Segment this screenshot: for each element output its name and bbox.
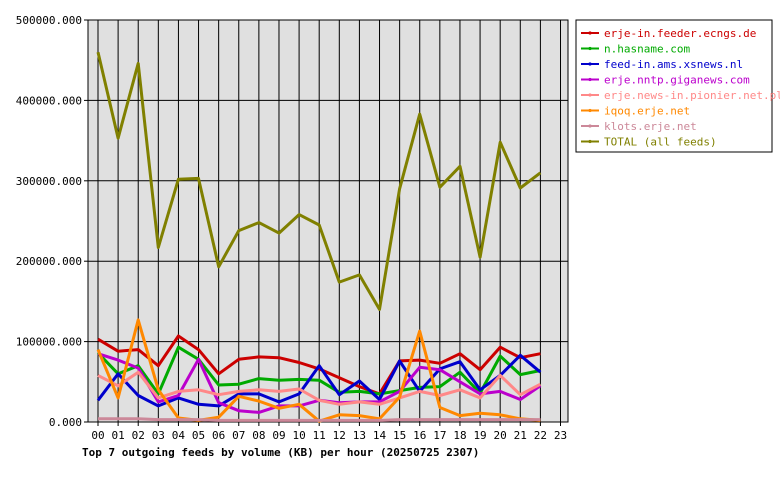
x-tick-label: 07 xyxy=(232,429,245,442)
x-tick-label: 03 xyxy=(152,429,165,442)
x-tick-label: 17 xyxy=(433,429,446,442)
x-tick-label: 16 xyxy=(413,429,426,442)
legend-marker xyxy=(588,62,592,66)
x-tick-label: 15 xyxy=(393,429,406,442)
x-tick-label: 18 xyxy=(453,429,466,442)
legend-entry: TOTAL (all feeds) xyxy=(604,136,717,149)
y-tick-label: 400000.000 xyxy=(16,94,82,107)
legend-marker xyxy=(588,93,592,97)
legend-entry: klots.erje.net xyxy=(604,120,697,133)
legend: erje-in.feeder.ecngs.de n.hasname.com feed… xyxy=(575,19,780,153)
x-axis: 00 01 02 03 04 05 06 07 08 09 10 11 12 13 14 15 16 17 18 19… xyxy=(91,422,567,442)
x-tick-label: 02 xyxy=(132,429,145,442)
legend-entry: iqoq.erje.net xyxy=(604,105,690,118)
legend-entry: erje.news-in.pionier.net.pl xyxy=(604,89,780,102)
series-line-3 xyxy=(96,353,542,408)
y-tick-label: 500000.000 xyxy=(16,14,82,27)
x-tick-label: 14 xyxy=(373,429,387,442)
legend-marker xyxy=(588,31,592,35)
x-tick-label: 05 xyxy=(192,429,205,442)
legend-marker xyxy=(588,139,592,144)
x-tick-label: 21 xyxy=(514,429,527,442)
series-line-2 xyxy=(96,345,541,396)
legend-entry: n.hasname.com xyxy=(604,43,690,56)
series-line-8 xyxy=(96,51,542,311)
y-tick-label: 0.000 xyxy=(49,416,82,429)
legend-marker xyxy=(588,46,592,51)
series-line-5 xyxy=(97,370,542,406)
y-tick-label: 100000.000 xyxy=(16,336,82,349)
x-tick-label: 04 xyxy=(172,429,186,442)
x-tick-label: 11 xyxy=(313,429,326,442)
legend-entry: erje.nntp.giganews.com xyxy=(604,74,750,87)
grid-lines xyxy=(88,20,568,422)
x-tick-label: 20 xyxy=(494,429,507,442)
legend-marker xyxy=(588,124,592,128)
legend-entry: feed-in.ams.xsnews.nl xyxy=(604,58,743,71)
x-tick-label: 00 xyxy=(91,429,104,442)
x-tick-label: 01 xyxy=(111,429,124,442)
x-tick-label: 22 xyxy=(534,429,547,442)
plot-area xyxy=(87,19,569,423)
y-tick-label: 200000.000 xyxy=(16,255,82,268)
legend-box xyxy=(575,19,773,153)
series-line-7 xyxy=(98,417,541,422)
chart-title: Top 7 outgoing feeds by volume (KB) per … xyxy=(82,446,479,459)
x-tick-label: 09 xyxy=(272,429,285,442)
legend-marker xyxy=(588,77,592,82)
legend-entry: erje-in.feeder.ecngs.de xyxy=(604,27,756,40)
series-line-1 xyxy=(97,334,541,396)
y-axis: 0.000 100000.000 200000.000 300000.000 40000… xyxy=(16,14,88,429)
x-tick-label: 12 xyxy=(333,429,346,442)
x-tick-label: 19 xyxy=(473,429,486,442)
x-tick-label: 13 xyxy=(353,429,366,442)
legend-marker xyxy=(588,108,592,113)
series-lines xyxy=(96,51,542,423)
x-tick-label: 23 xyxy=(554,429,567,442)
x-tick-label: 10 xyxy=(292,429,305,442)
y-tick-label: 300000.000 xyxy=(16,175,82,188)
x-tick-label: 08 xyxy=(252,429,265,442)
x-tick-label: 06 xyxy=(212,429,225,442)
